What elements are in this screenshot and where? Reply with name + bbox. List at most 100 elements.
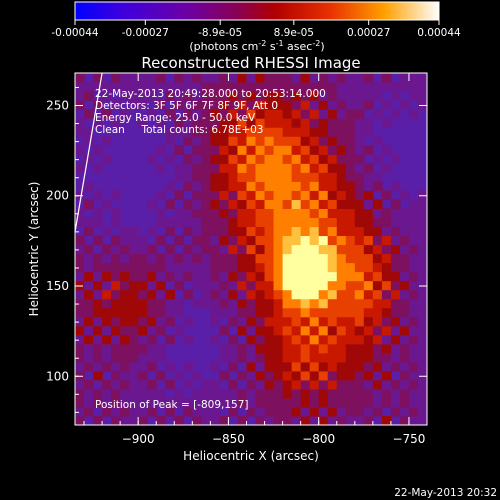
heatmap-cell bbox=[327, 298, 338, 309]
heatmap-cell bbox=[201, 136, 211, 146]
heatmap-cell bbox=[300, 145, 311, 155]
heatmap-cell bbox=[264, 397, 275, 408]
heatmap-cell bbox=[282, 118, 293, 128]
heatmap-cell bbox=[282, 163, 293, 173]
heatmap-cell bbox=[174, 208, 184, 219]
heatmap-cell bbox=[255, 352, 266, 363]
heatmap-cell bbox=[111, 325, 121, 336]
heatmap-cell bbox=[246, 109, 257, 119]
heatmap-cell bbox=[372, 253, 383, 264]
heatmap-cell bbox=[291, 316, 302, 327]
heatmap-cell bbox=[237, 316, 248, 327]
heatmap-cell bbox=[300, 226, 311, 237]
heatmap-cell bbox=[255, 325, 266, 336]
heatmap-cell bbox=[219, 307, 230, 318]
heatmap-cell bbox=[300, 289, 311, 300]
heatmap-cell bbox=[273, 145, 284, 155]
heatmap-cell bbox=[327, 217, 338, 228]
heatmap-cell bbox=[129, 415, 139, 425]
heatmap-cell bbox=[75, 91, 85, 101]
heatmap-cell bbox=[417, 82, 427, 92]
heatmap-cell bbox=[192, 91, 202, 101]
heatmap-cell bbox=[165, 406, 175, 417]
heatmap-cell bbox=[291, 109, 302, 119]
heatmap-cell bbox=[102, 91, 112, 101]
heatmap-cell bbox=[246, 136, 257, 146]
heatmap-cell bbox=[201, 271, 211, 282]
colorbar-tick-label: 0.00027 bbox=[347, 27, 390, 39]
colorbar-tick-label: -0.00044 bbox=[51, 27, 99, 39]
heatmap-cell bbox=[174, 397, 184, 408]
heatmap-cell bbox=[255, 271, 266, 282]
heatmap-cell bbox=[282, 298, 293, 309]
heatmap-cell bbox=[255, 343, 266, 354]
heatmap-cell bbox=[165, 181, 175, 191]
heatmap-cell bbox=[345, 172, 356, 182]
heatmap-cell bbox=[102, 199, 112, 209]
heatmap-cell bbox=[327, 379, 338, 390]
heatmap-cell bbox=[165, 397, 175, 408]
heatmap-cell bbox=[75, 244, 85, 255]
heatmap-cell bbox=[282, 343, 293, 354]
heatmap-cell bbox=[210, 181, 221, 191]
heatmap-cell bbox=[219, 172, 230, 182]
heatmap-cell bbox=[129, 298, 139, 309]
heatmap-cell bbox=[111, 118, 121, 128]
heatmap-cell bbox=[138, 289, 148, 300]
heatmap-cell bbox=[300, 154, 311, 164]
heatmap-cell bbox=[300, 118, 311, 128]
heatmap-cell bbox=[417, 388, 427, 399]
heatmap-cell bbox=[363, 298, 374, 309]
heatmap-cell bbox=[147, 406, 157, 417]
heatmap-cell bbox=[273, 388, 284, 399]
heatmap-cell bbox=[111, 415, 121, 425]
heatmap-cell bbox=[84, 316, 94, 327]
heatmap-cell bbox=[363, 379, 374, 390]
heatmap-cell bbox=[84, 289, 94, 300]
heatmap-cell bbox=[174, 280, 184, 291]
heatmap-cell bbox=[345, 352, 356, 363]
heatmap-cell bbox=[228, 100, 239, 110]
heatmap-cell bbox=[291, 352, 302, 363]
heatmap-cell bbox=[300, 388, 311, 399]
heatmap-cell bbox=[219, 91, 230, 101]
heatmap-cell bbox=[336, 226, 347, 237]
heatmap-cell bbox=[318, 109, 329, 119]
heatmap-cell bbox=[345, 298, 356, 309]
heatmap-cell bbox=[390, 289, 401, 300]
heatmap-cell bbox=[417, 316, 427, 327]
heatmap-cell bbox=[138, 379, 148, 390]
heatmap-cell bbox=[336, 127, 347, 137]
heatmap-cell bbox=[102, 298, 112, 309]
heatmap-cell bbox=[264, 316, 275, 327]
heatmap-cell bbox=[210, 154, 221, 164]
heatmap-cell bbox=[84, 343, 94, 354]
heatmap-cell bbox=[291, 271, 302, 282]
heatmap-cell bbox=[111, 253, 121, 264]
heatmap-cell bbox=[264, 82, 275, 92]
heatmap-cell bbox=[138, 262, 148, 273]
heatmap-cell bbox=[147, 82, 157, 92]
heatmap-cell bbox=[327, 208, 338, 219]
heatmap-cell bbox=[183, 109, 193, 119]
heatmap-cell bbox=[399, 235, 410, 246]
heatmap-cell bbox=[381, 379, 392, 390]
heatmap-cell bbox=[390, 217, 401, 228]
heatmap-cell bbox=[255, 334, 266, 345]
heatmap-cell bbox=[291, 91, 302, 101]
heatmap-cell bbox=[138, 235, 148, 246]
heatmap-cell bbox=[75, 289, 85, 300]
heatmap-cell bbox=[372, 325, 383, 336]
heatmap-cell bbox=[408, 73, 419, 83]
heatmap-cell bbox=[354, 100, 365, 110]
heatmap-cell bbox=[372, 388, 383, 399]
heatmap-cell bbox=[345, 199, 356, 209]
heatmap-cell bbox=[327, 370, 338, 381]
heatmap-cell bbox=[120, 244, 130, 255]
heatmap-cell bbox=[183, 82, 193, 92]
heatmap-cell bbox=[219, 271, 230, 282]
heatmap-cell bbox=[327, 307, 338, 318]
heatmap-cell bbox=[309, 100, 320, 110]
heatmap-cell bbox=[147, 397, 157, 408]
heatmap-cell bbox=[102, 361, 112, 372]
